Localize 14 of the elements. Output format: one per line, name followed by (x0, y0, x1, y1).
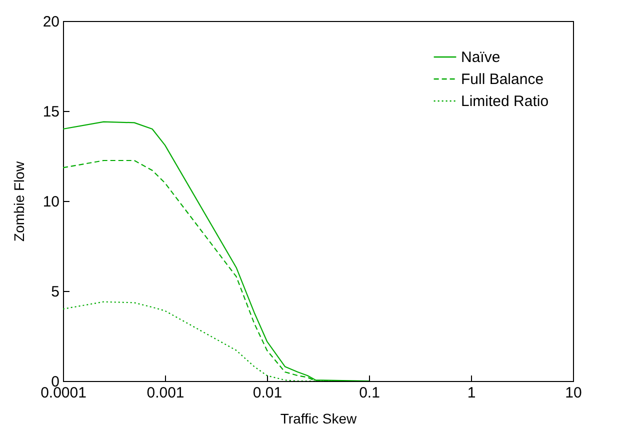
legend-label: Limited Ratio (461, 93, 549, 110)
legend-label: Naïve (461, 49, 500, 66)
x-tick-label: 1 (467, 384, 476, 402)
x-tick-label: 0.001 (146, 384, 184, 402)
y-tick-label: 15 (42, 104, 60, 120)
y-tick-label: 20 (42, 14, 60, 30)
legend-label: Full Balance (461, 71, 544, 88)
y-tick-label: 5 (51, 284, 60, 300)
x-tick-label: 10 (565, 384, 582, 402)
x-axis-title: Traffic Skew (280, 410, 358, 426)
y-tick-label: 10 (42, 194, 60, 210)
x-tick-label: 0.1 (359, 384, 380, 402)
y-axis-title: Zombie Flow (10, 160, 27, 242)
x-tick-label: 0.01 (252, 384, 282, 402)
